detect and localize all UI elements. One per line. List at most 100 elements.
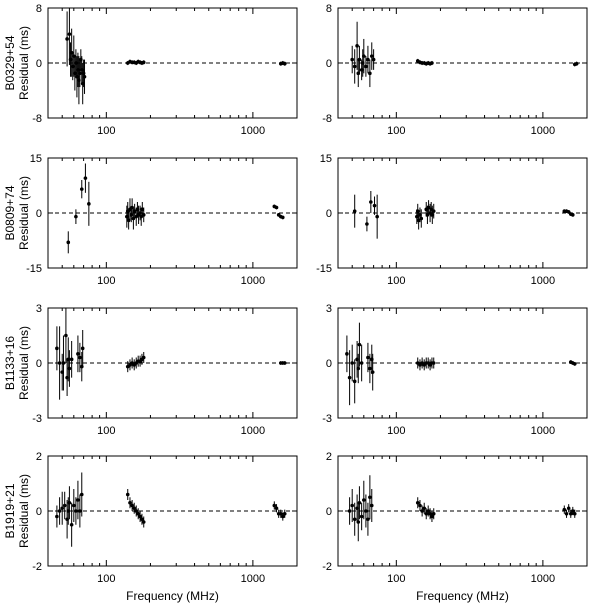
data-point (366, 57, 370, 62)
data-point (65, 37, 69, 41)
data-point (55, 346, 59, 351)
data-point (352, 517, 357, 522)
data-point (364, 509, 368, 513)
x-tick-label: 100 (97, 125, 115, 137)
data-point (371, 57, 376, 62)
data-point (60, 506, 65, 511)
y-tick-label: 0 (36, 58, 42, 70)
data-point (272, 503, 277, 508)
panel-B0809+74-left: -15 0 15 100 1000 (26, 153, 298, 287)
data-point (282, 61, 287, 66)
x-tick-label: 1000 (241, 275, 265, 287)
data-point (426, 205, 431, 210)
data-point (356, 520, 361, 524)
data-point (369, 54, 374, 58)
data-point (431, 361, 436, 365)
y-tick-label: 15 (30, 153, 42, 165)
data-point (141, 213, 146, 217)
data-point (140, 517, 144, 522)
pulsar-name: B0809+74 (3, 185, 17, 240)
data-point (430, 61, 434, 65)
data-point (138, 514, 142, 519)
panel-B0809+74-right: -15 0 15 100 1000 (316, 153, 588, 287)
data-point (357, 500, 362, 505)
data-point (345, 352, 349, 356)
panel-B1133+16-left: -3 0 3 100 1000 (32, 303, 298, 437)
data-point (350, 57, 355, 62)
panel-B1133+16-right: -3 0 3 100 1000 (322, 303, 588, 437)
data-point (134, 509, 139, 513)
x-tick-label: 100 (387, 425, 405, 437)
data-point (80, 346, 85, 351)
data-point (61, 361, 66, 365)
x-tick-label: 1000 (241, 573, 265, 585)
data-point (69, 357, 74, 362)
data-point (57, 361, 62, 365)
data-point (566, 506, 571, 511)
ylabel-B1919+21: B1919+21 Residual (ms) (3, 474, 31, 548)
xlabel-frequency: Frequency (MHz) (126, 589, 219, 603)
ylabel-residual: Residual (ms) (17, 176, 31, 250)
data-point (79, 492, 84, 497)
data-point (141, 520, 146, 524)
y-tick-label: -15 (26, 263, 42, 275)
data-point (366, 355, 370, 360)
ylabel-residual: Residual (ms) (17, 474, 31, 548)
data-point (132, 506, 137, 511)
data-point (78, 355, 82, 360)
data-point (430, 514, 434, 519)
y-tick-label: 3 (326, 303, 332, 315)
x-tick-label: 1000 (241, 425, 265, 437)
data-point (355, 44, 359, 48)
data-point (570, 213, 575, 217)
panel-B1919+21-right: -2 0 2 100 1000 (322, 451, 588, 585)
x-tick-label: 1000 (531, 275, 555, 287)
data-point (570, 509, 575, 513)
x-tick-label: 100 (97, 425, 115, 437)
data-point (79, 187, 84, 191)
data-point (364, 64, 368, 69)
data-point (347, 375, 352, 380)
panel-B0329+54-right: -8 0 8 100 1000 (322, 3, 588, 137)
data-point (430, 213, 435, 217)
ylabel-residual: Residual (ms) (17, 326, 31, 400)
data-point (74, 214, 78, 219)
data-point (62, 503, 67, 508)
data-point (76, 352, 80, 356)
y-tick-label: -3 (322, 413, 332, 425)
y-tick-label: -2 (322, 561, 332, 573)
y-tick-label: 0 (326, 358, 332, 370)
x-tick-label: 100 (387, 275, 405, 287)
data-point (64, 333, 68, 338)
x-tick-label: 1000 (531, 125, 555, 137)
y-tick-label: 0 (326, 208, 332, 220)
data-point (280, 514, 285, 519)
data-point (82, 74, 87, 79)
x-tick-label: 100 (97, 573, 115, 585)
data-point (428, 511, 432, 516)
x-tick-label: 1000 (241, 125, 265, 137)
data-point (136, 511, 140, 516)
pulsar-name: B1133+16 (3, 336, 17, 390)
data-point (87, 202, 91, 206)
data-point (83, 176, 88, 180)
data-point (431, 209, 436, 213)
data-point (280, 215, 285, 220)
data-point (370, 370, 375, 374)
data-point (368, 495, 372, 500)
data-point (278, 511, 283, 516)
y-tick-label: 0 (36, 208, 42, 220)
y-tick-label: -8 (32, 113, 42, 125)
data-point (568, 511, 573, 516)
data-point (57, 509, 62, 513)
panel-B1919+21-left: -2 0 2 100 1000 (32, 451, 298, 585)
ylabel-B1133+16: B1133+16 Residual (ms) (3, 326, 31, 400)
y-tick-label: 2 (326, 451, 332, 463)
data-point (372, 203, 377, 208)
xlabel-frequency: Frequency (MHz) (416, 589, 509, 603)
y-tick-label: 0 (36, 506, 42, 518)
data-point (564, 511, 569, 516)
y-tick-label: 2 (36, 451, 42, 463)
x-tick-label: 100 (387, 573, 405, 585)
